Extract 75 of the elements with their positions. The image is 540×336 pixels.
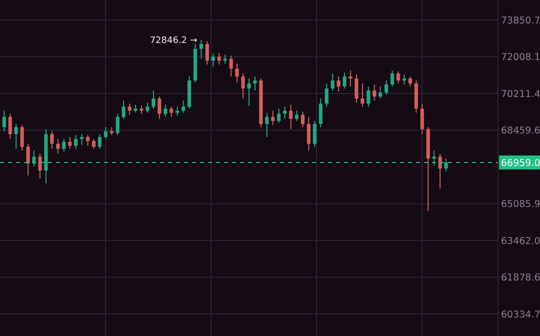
y-tick-label: 70211.4 <box>501 88 540 100</box>
candlestick <box>324 82 328 108</box>
candlestick <box>235 63 239 83</box>
annotation: 72846.2 → <box>150 36 198 46</box>
candlestick <box>342 72 346 89</box>
candlestick <box>360 82 364 108</box>
candlestick <box>247 78 251 106</box>
candlestick <box>176 106 180 116</box>
candlestick <box>32 150 36 168</box>
candlestick <box>283 106 287 120</box>
candlestick <box>158 96 162 120</box>
candlestick <box>396 71 400 84</box>
candlestick <box>56 138 60 154</box>
candlestick <box>211 53 215 68</box>
candlestick <box>170 106 174 118</box>
candlestick <box>402 74 406 85</box>
candlestick <box>289 104 293 130</box>
candlestick <box>372 84 376 102</box>
candlestick <box>271 110 275 126</box>
y-tick-label: 73850.7 <box>501 15 540 26</box>
candlestick <box>378 86 382 100</box>
candlestick <box>182 100 186 114</box>
candlestick <box>300 111 305 128</box>
candlestick <box>217 52 221 66</box>
candlestick <box>294 110 299 122</box>
candlestick <box>265 112 269 138</box>
candlestick <box>390 70 394 87</box>
y-tick-label: 61878.6 <box>501 272 540 284</box>
candlestick <box>128 103 132 116</box>
candlestick <box>199 39 204 60</box>
candlestick <box>277 108 281 124</box>
candlestick <box>408 76 412 87</box>
candlestick <box>50 130 54 150</box>
candlestick <box>26 143 30 176</box>
candlestick <box>348 70 352 87</box>
candlestick <box>62 138 66 152</box>
candlestick <box>336 76 340 92</box>
candlestick <box>384 80 388 96</box>
candlestick <box>14 124 18 150</box>
y-tick-label: 60334.7 <box>501 309 540 320</box>
candlestick <box>68 136 72 150</box>
candlestick <box>38 153 42 179</box>
y-tick-label: 63462.0 <box>501 236 540 247</box>
y-tick-label: 72008.1 <box>501 52 540 64</box>
candlestick <box>354 74 358 104</box>
candlestick <box>306 116 311 152</box>
candlestick <box>8 113 12 140</box>
candlestick <box>318 98 322 128</box>
candlestick <box>330 72 334 91</box>
candlestick <box>152 90 156 110</box>
candlestick <box>164 104 168 118</box>
candlestick <box>312 120 316 148</box>
candlestick <box>116 113 120 136</box>
candlestick <box>2 110 6 132</box>
candlestick <box>20 124 24 152</box>
candlestick <box>205 40 209 66</box>
candlestick <box>98 134 102 150</box>
ref-line-label: 66959.0 <box>501 158 540 169</box>
candlestick <box>104 126 108 140</box>
candlestick <box>420 103 424 135</box>
candlestick <box>122 100 126 120</box>
candlestick <box>366 86 370 108</box>
candlestick <box>229 55 233 77</box>
candlestick <box>241 72 245 100</box>
y-tick-label: 65085.9 <box>501 199 540 210</box>
candlestick <box>444 158 448 172</box>
candlestick <box>80 134 84 146</box>
candlestick <box>146 102 150 114</box>
y-tick-label: 68459.6 <box>501 126 540 137</box>
candlestick <box>253 76 257 91</box>
candlestick <box>438 153 442 190</box>
candlestick <box>86 134 90 146</box>
candlestick <box>92 138 96 150</box>
candlestick <box>432 150 436 166</box>
candlestick <box>74 134 78 150</box>
